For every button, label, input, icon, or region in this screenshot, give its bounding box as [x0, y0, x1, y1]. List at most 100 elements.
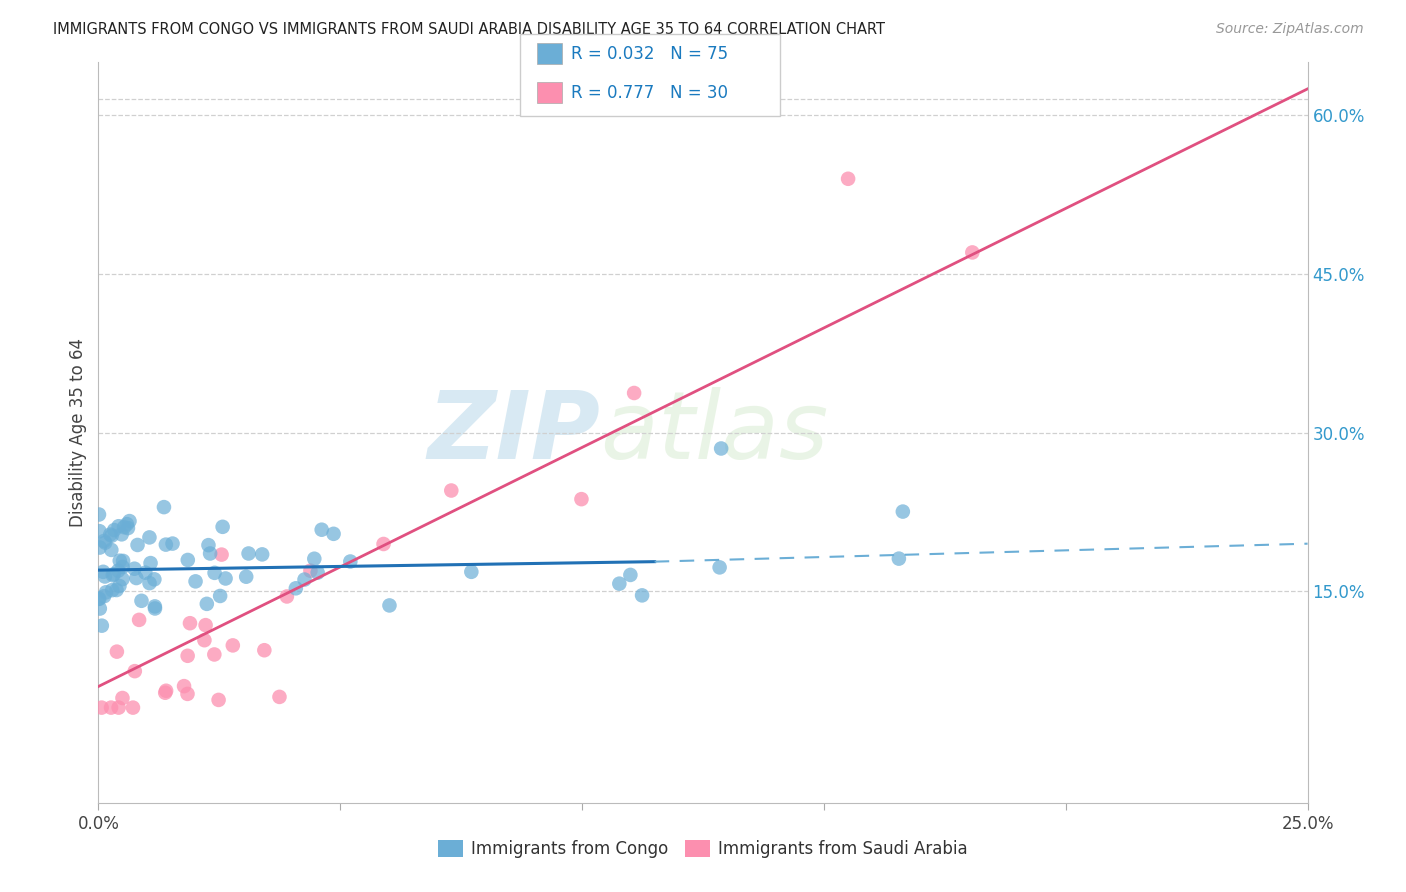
Text: ZIP: ZIP: [427, 386, 600, 479]
Point: [111, 560, 134, 574]
Point: [250, 548, 273, 562]
Point: [253, 643, 276, 657]
Point: [155, 686, 177, 700]
Point: [299, 564, 322, 578]
Point: [124, 562, 146, 576]
Point: [108, 579, 131, 593]
Point: [176, 687, 198, 701]
Point: [202, 648, 225, 662]
Point: [103, 523, 125, 537]
Point: [143, 601, 166, 615]
Point: [198, 547, 221, 561]
Point: [100, 542, 122, 557]
Point: [143, 572, 166, 586]
Point: [294, 573, 316, 587]
Point: [115, 517, 138, 532]
Point: [100, 700, 122, 714]
Point: [118, 514, 141, 528]
Point: [101, 583, 124, 598]
Point: [631, 588, 654, 602]
Point: [138, 530, 160, 544]
Point: [197, 538, 219, 552]
Point: [211, 548, 233, 562]
Text: Source: ZipAtlas.com: Source: ZipAtlas.com: [1216, 22, 1364, 37]
Point: [155, 683, 177, 698]
Point: [128, 613, 150, 627]
Point: [93, 534, 115, 549]
Point: [184, 574, 207, 589]
Point: [127, 538, 149, 552]
Point: [238, 547, 260, 561]
Point: [90, 618, 112, 632]
Point: [209, 589, 232, 603]
Point: [177, 553, 200, 567]
Point: [214, 572, 236, 586]
Point: [179, 616, 201, 631]
Point: [91, 565, 114, 579]
Point: [107, 519, 129, 533]
Point: [111, 527, 134, 541]
Point: [322, 526, 344, 541]
Point: [89, 601, 111, 615]
Point: [162, 536, 184, 550]
Point: [143, 599, 166, 614]
Point: [111, 691, 134, 706]
Point: [235, 570, 257, 584]
Point: [311, 523, 333, 537]
Point: [103, 567, 125, 582]
Point: [111, 572, 134, 586]
Point: [138, 576, 160, 591]
Point: [122, 700, 145, 714]
Point: [962, 245, 984, 260]
Point: [623, 386, 645, 401]
Point: [100, 529, 122, 543]
Point: [112, 520, 135, 534]
Point: [125, 571, 148, 585]
Point: [131, 594, 153, 608]
Point: [571, 492, 593, 507]
Point: [373, 537, 395, 551]
Point: [89, 541, 111, 555]
Point: [117, 521, 139, 535]
Point: [460, 565, 482, 579]
Point: [211, 520, 233, 534]
Point: [107, 700, 129, 714]
Point: [101, 568, 124, 582]
Text: R = 0.777   N = 30: R = 0.777 N = 30: [571, 84, 728, 102]
Point: [87, 591, 110, 606]
Point: [194, 618, 217, 632]
Point: [105, 582, 128, 597]
Point: [107, 564, 129, 578]
Point: [108, 554, 131, 568]
Point: [837, 171, 859, 186]
Point: [89, 591, 111, 606]
Point: [276, 590, 298, 604]
Point: [887, 551, 910, 566]
Point: [112, 554, 135, 568]
Point: [94, 569, 117, 583]
Point: [155, 538, 177, 552]
Point: [207, 693, 229, 707]
Point: [195, 597, 218, 611]
Point: [139, 556, 162, 570]
Point: [378, 599, 401, 613]
Point: [98, 527, 121, 541]
Point: [105, 645, 128, 659]
Point: [173, 679, 195, 693]
Point: [204, 566, 226, 580]
Point: [619, 568, 641, 582]
Point: [124, 664, 146, 678]
Point: [307, 566, 329, 580]
Point: [134, 566, 156, 580]
Point: [891, 505, 914, 519]
Point: [89, 524, 111, 539]
Point: [87, 508, 110, 522]
Text: R = 0.032   N = 75: R = 0.032 N = 75: [571, 45, 728, 62]
Point: [304, 551, 326, 566]
Point: [284, 582, 307, 596]
Point: [710, 442, 733, 456]
Point: [193, 633, 215, 648]
Point: [222, 639, 245, 653]
Point: [709, 560, 731, 574]
Point: [94, 535, 117, 549]
